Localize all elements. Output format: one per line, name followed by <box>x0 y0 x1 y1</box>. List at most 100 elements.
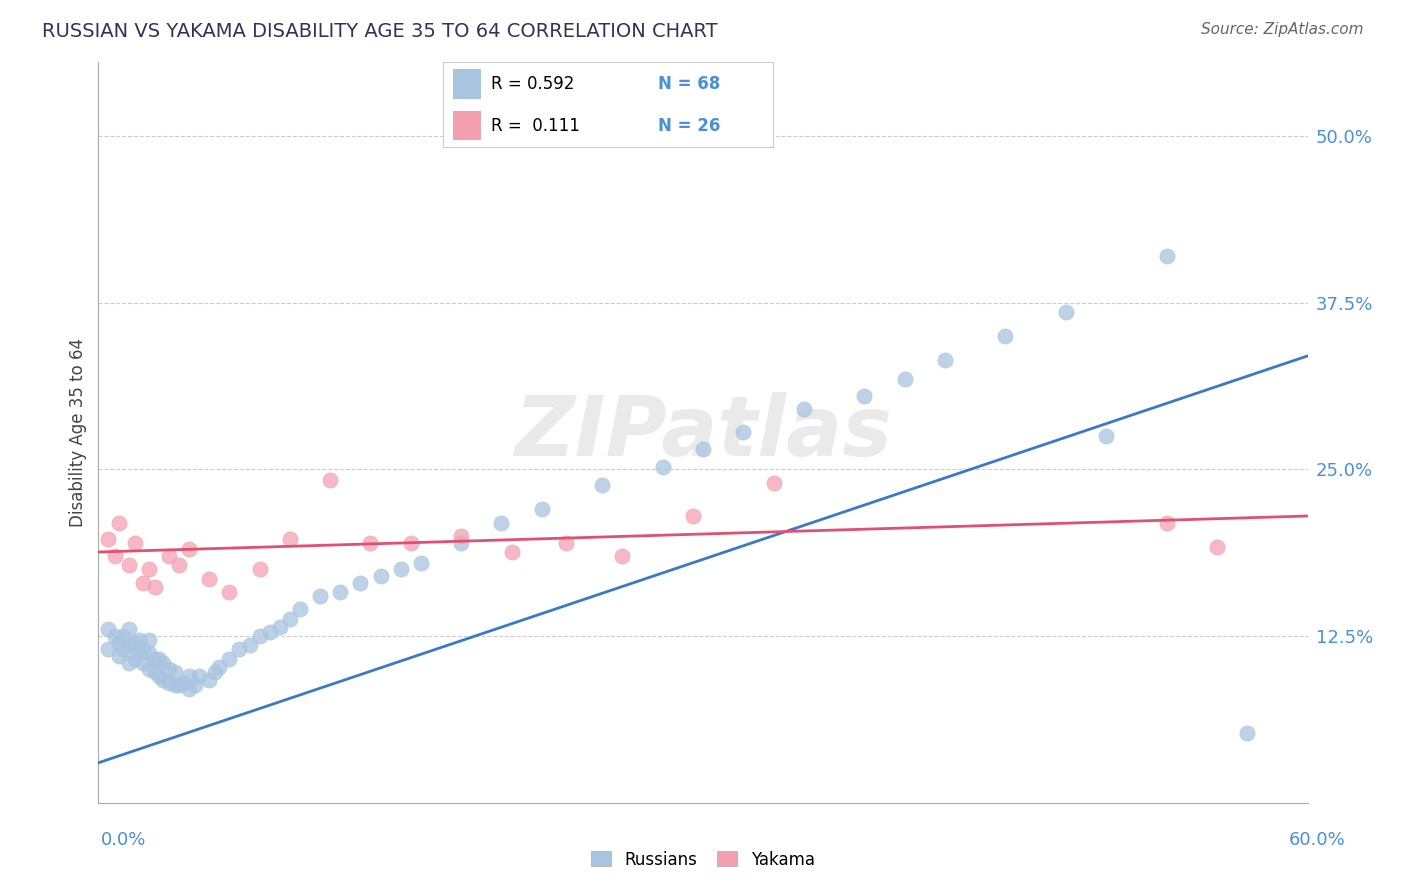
Point <box>651 459 673 474</box>
Point <box>97 532 120 546</box>
Point <box>269 620 291 634</box>
Text: 60.0%: 60.0% <box>1289 831 1346 849</box>
Point <box>167 678 190 692</box>
Point <box>612 549 634 563</box>
Point <box>143 665 166 679</box>
Point <box>152 673 174 687</box>
Point <box>319 473 342 487</box>
Point <box>179 542 201 557</box>
Point <box>163 678 186 692</box>
Point <box>450 535 472 549</box>
Point <box>132 642 155 657</box>
Text: N = 26: N = 26 <box>658 117 720 135</box>
Point <box>157 549 180 563</box>
Point <box>103 629 125 643</box>
Point <box>329 585 352 599</box>
Point <box>148 669 170 683</box>
Point <box>994 329 1017 343</box>
Point <box>103 549 125 563</box>
Text: R =  0.111: R = 0.111 <box>491 117 579 135</box>
Point <box>143 651 166 665</box>
Point <box>793 402 815 417</box>
Point <box>370 569 392 583</box>
Point <box>143 580 166 594</box>
Point <box>249 562 271 576</box>
Text: R = 0.592: R = 0.592 <box>491 75 574 93</box>
Point <box>138 633 160 648</box>
Point <box>853 389 876 403</box>
Point <box>107 636 129 650</box>
Point <box>138 562 160 576</box>
Point <box>288 602 311 616</box>
Text: N = 68: N = 68 <box>658 75 720 93</box>
Bar <box>453 70 481 99</box>
Text: ZIPatlas: ZIPatlas <box>515 392 891 473</box>
Point <box>97 642 120 657</box>
Point <box>309 589 332 603</box>
Point <box>157 675 180 690</box>
Point <box>278 612 301 626</box>
Point <box>118 558 141 573</box>
Point <box>179 669 201 683</box>
Point <box>111 629 134 643</box>
Point <box>349 575 371 590</box>
Point <box>1054 305 1077 319</box>
Text: 0.0%: 0.0% <box>101 831 146 849</box>
Point <box>733 425 755 439</box>
Point <box>198 673 221 687</box>
Point <box>218 651 240 665</box>
Point <box>167 558 190 573</box>
Point <box>934 352 956 367</box>
Point <box>239 639 262 653</box>
Point <box>124 535 146 549</box>
Point <box>409 556 432 570</box>
Point <box>118 639 141 653</box>
Point <box>107 648 129 663</box>
Point <box>555 535 578 549</box>
Point <box>762 475 785 490</box>
Point <box>893 371 915 385</box>
Point <box>682 508 704 523</box>
Legend: Russians, Yakama: Russians, Yakama <box>592 850 814 869</box>
Point <box>278 532 301 546</box>
Point <box>360 535 382 549</box>
Point <box>124 636 146 650</box>
Point <box>132 656 155 670</box>
Point <box>152 656 174 670</box>
Point <box>259 625 281 640</box>
Point <box>118 656 141 670</box>
Point <box>530 502 553 516</box>
Point <box>111 642 134 657</box>
Point <box>204 665 226 679</box>
Point <box>184 678 207 692</box>
Point <box>228 642 250 657</box>
Point <box>124 651 146 665</box>
Point <box>1095 429 1118 443</box>
Text: Source: ZipAtlas.com: Source: ZipAtlas.com <box>1201 22 1364 37</box>
Point <box>491 516 513 530</box>
Point <box>249 629 271 643</box>
Text: RUSSIAN VS YAKAMA DISABILITY AGE 35 TO 64 CORRELATION CHART: RUSSIAN VS YAKAMA DISABILITY AGE 35 TO 6… <box>42 22 718 41</box>
Point <box>1206 540 1229 554</box>
Point <box>128 633 150 648</box>
Point <box>188 669 211 683</box>
Point <box>163 665 186 679</box>
Point <box>1236 726 1258 740</box>
Point <box>138 647 160 661</box>
Y-axis label: Disability Age 35 to 64: Disability Age 35 to 64 <box>69 338 87 527</box>
Point <box>148 651 170 665</box>
Point <box>132 575 155 590</box>
Point <box>591 478 613 492</box>
Point <box>399 535 422 549</box>
Point <box>138 662 160 676</box>
Point <box>208 659 231 673</box>
Point <box>692 442 714 457</box>
Point <box>389 562 412 576</box>
Point <box>218 585 240 599</box>
Point <box>107 516 129 530</box>
Point <box>179 682 201 697</box>
Bar <box>453 111 481 140</box>
Point <box>198 572 221 586</box>
Point <box>1156 516 1178 530</box>
Point <box>1156 249 1178 263</box>
